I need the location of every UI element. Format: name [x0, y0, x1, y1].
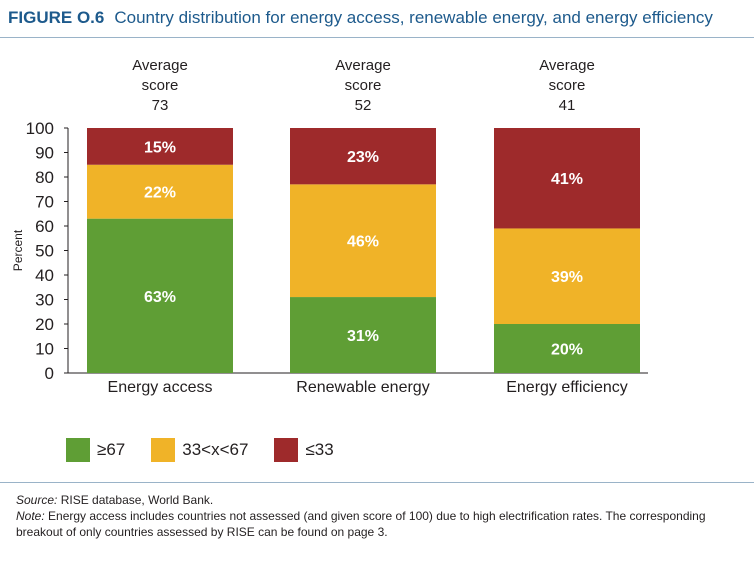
- y-tick-label: 90: [35, 144, 54, 163]
- footer-divider: [0, 482, 754, 483]
- bar-data-label: 41%: [551, 171, 583, 188]
- average-score-caption: Average: [539, 57, 595, 74]
- y-tick-label: 70: [35, 193, 54, 212]
- bar-data-label: 31%: [347, 328, 379, 345]
- title-divider: [0, 37, 754, 38]
- legend-item: 33<x<67: [151, 438, 248, 462]
- bar-data-label: 20%: [551, 342, 583, 359]
- note-text: Energy access includes countries not ass…: [16, 509, 706, 539]
- legend-label: 33<x<67: [182, 440, 249, 459]
- legend-item: ≥67: [66, 438, 125, 462]
- figure-title: FIGURE O.6 Country distribution for energ…: [8, 8, 713, 28]
- source-label: Source:: [16, 493, 58, 507]
- bar-segment: [290, 297, 436, 373]
- legend-swatch: [66, 438, 90, 462]
- y-tick-label: 40: [35, 266, 54, 285]
- x-category-label: Renewable energy: [296, 379, 429, 396]
- y-tick-label: 100: [26, 119, 54, 138]
- bar-segment: [494, 128, 640, 229]
- legend-item: ≤33: [274, 438, 334, 462]
- bar-data-label: 63%: [144, 289, 176, 306]
- chart-legend: ≥67 33<x<67 ≤33: [66, 438, 360, 462]
- bar-segment: [87, 164, 233, 219]
- source-line: Source: RISE database, World Bank.: [16, 492, 742, 508]
- figure-notes: Source: RISE database, World Bank. Note:…: [16, 492, 742, 540]
- bar-data-label: 22%: [144, 185, 176, 202]
- bar-segment: [494, 228, 640, 324]
- y-axis-title: Percent: [11, 229, 25, 271]
- x-category-label: Energy efficiency: [506, 379, 628, 396]
- y-tick-label: 0: [45, 364, 54, 383]
- y-tick-label: 10: [35, 340, 54, 359]
- figure-number: FIGURE O.6: [8, 8, 105, 27]
- bar-segment: [87, 128, 233, 165]
- bar-data-label: 39%: [551, 269, 583, 286]
- y-tick-label: 50: [35, 242, 54, 261]
- average-score-value: 52: [355, 97, 372, 114]
- legend-swatch: [151, 438, 176, 462]
- note-line: Note: Energy access includes countries n…: [16, 508, 742, 540]
- bar-segment: [290, 184, 436, 298]
- legend-label: ≥67: [97, 440, 126, 459]
- average-score-caption: score: [549, 77, 586, 94]
- x-category-label: Energy access: [108, 379, 213, 396]
- bar-segment: [290, 128, 436, 185]
- bar-segment: [494, 324, 640, 373]
- average-score-caption: score: [345, 77, 382, 94]
- y-tick-label: 20: [35, 315, 54, 334]
- legend-label: ≤33: [305, 440, 334, 459]
- y-tick-label: 60: [35, 217, 54, 236]
- stacked-bar-chart: 0 10 20 30 40 50 60 70 80 90 100 Percent 63% 22% 15% En…: [11, 57, 648, 396]
- bar-segment: [87, 218, 233, 373]
- bar-data-label: 23%: [347, 149, 379, 166]
- average-score-caption: Average: [335, 57, 391, 74]
- bar-data-label: 46%: [347, 234, 379, 251]
- source-text: RISE database, World Bank.: [60, 493, 214, 507]
- bar-data-label: 15%: [144, 139, 176, 156]
- average-score-caption: score: [142, 77, 179, 94]
- legend-swatch: [274, 438, 299, 462]
- y-tick-label: 80: [35, 168, 54, 187]
- figure-title-text: Country distribution for energy access, …: [114, 8, 713, 27]
- average-score-value: 73: [152, 97, 169, 114]
- average-score-value: 41: [559, 97, 576, 114]
- note-label: Note:: [16, 509, 45, 523]
- y-tick-label: 30: [35, 291, 54, 310]
- average-score-caption: Average: [132, 57, 188, 74]
